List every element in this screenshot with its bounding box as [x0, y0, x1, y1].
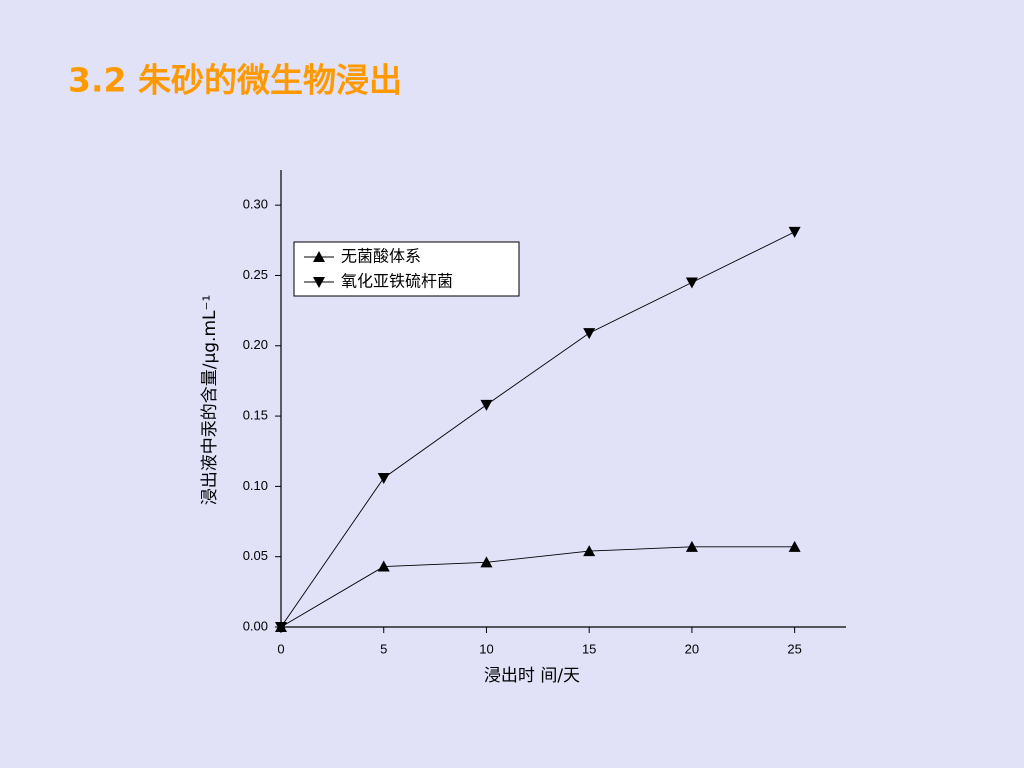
data-point	[788, 540, 801, 552]
data-point	[685, 277, 698, 289]
x-tick-label: 15	[582, 641, 596, 656]
x-tick-label: 10	[479, 641, 493, 656]
legend-label: 无菌酸体系	[341, 247, 421, 266]
y-tick-label: 0.30	[243, 197, 268, 212]
x-tick-label: 0	[277, 641, 284, 656]
legend-marker	[313, 277, 325, 288]
y-tick-label: 0.05	[243, 548, 268, 563]
x-axis-label: 浸出时 间/天	[484, 666, 580, 686]
data-point	[377, 472, 390, 484]
data-point	[685, 540, 698, 552]
data-point	[275, 622, 287, 633]
data-point	[583, 545, 596, 557]
legend-label: 氧化亚铁硫杆菌	[341, 272, 453, 291]
series-line	[280, 546, 795, 628]
y-tick-label: 0.25	[243, 267, 268, 282]
legend-box	[293, 241, 520, 297]
x-tick-label: 5	[380, 641, 387, 656]
y-tick-label: 0.15	[243, 408, 268, 423]
data-point	[480, 556, 493, 568]
y-tick-label: 0.20	[243, 337, 268, 352]
x-tick-label: 25	[787, 641, 801, 656]
y-tick-label: 0.00	[243, 618, 268, 633]
series-line	[280, 231, 795, 628]
y-axis-label: 浸出液中汞的含量/μg.mL⁻¹	[200, 295, 220, 506]
data-point	[377, 560, 390, 572]
data-point	[480, 399, 493, 411]
y-tick-label: 0.10	[243, 478, 268, 493]
slide-title: 3.2 朱砂的微生物浸出	[68, 61, 402, 100]
x-tick-label: 20	[685, 641, 699, 656]
data-point	[583, 328, 596, 340]
data-point	[788, 226, 801, 238]
legend-marker	[313, 251, 325, 262]
